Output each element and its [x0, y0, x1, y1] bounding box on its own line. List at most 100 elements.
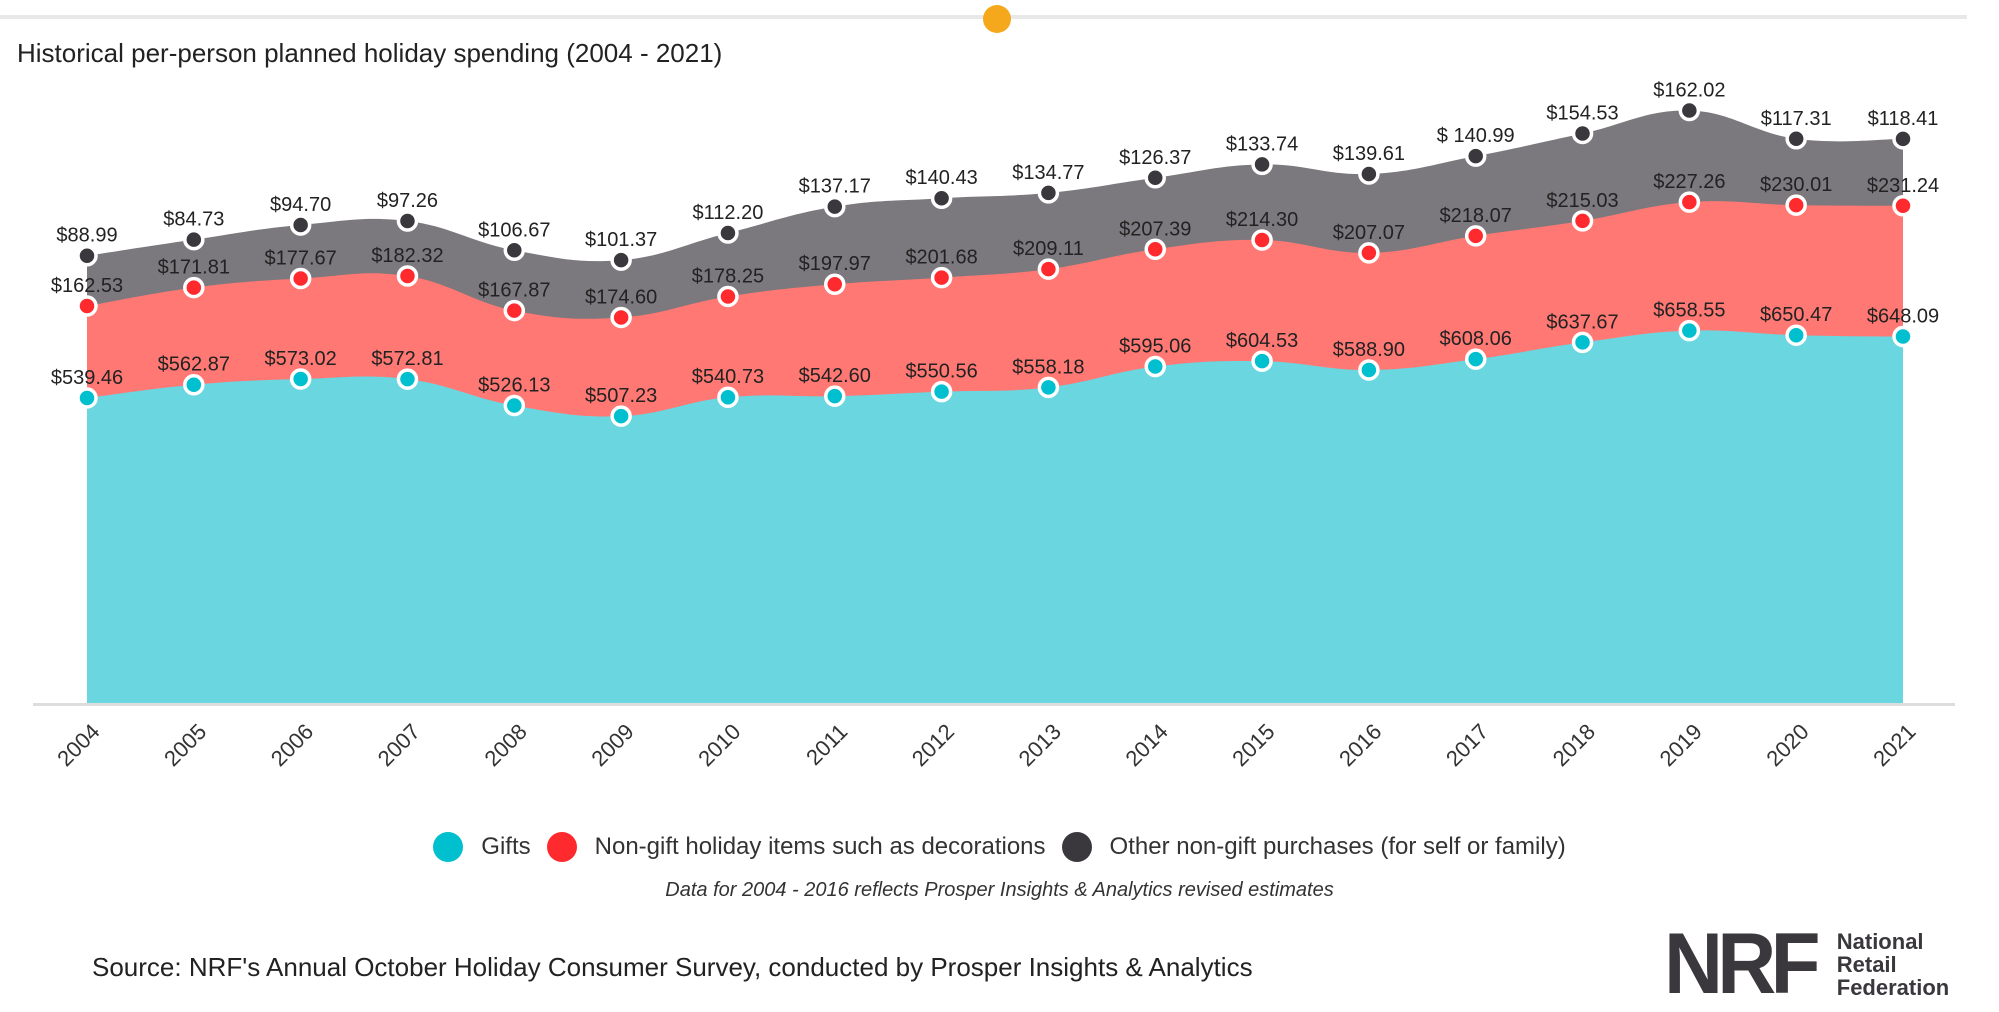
- data-point: [1358, 163, 1380, 185]
- x-tick-label: 2009: [586, 719, 638, 771]
- data-label: $162.53: [51, 275, 123, 297]
- data-point: [824, 273, 846, 295]
- data-label: $84.73: [163, 209, 224, 231]
- x-tick-label: 2005: [159, 719, 211, 771]
- data-label: $230.01: [1760, 174, 1832, 196]
- data-label: $209.11: [1013, 238, 1084, 260]
- data-label: $133.74: [1226, 133, 1298, 155]
- data-point: [1785, 128, 1807, 150]
- data-label: $608.06: [1440, 328, 1512, 350]
- data-point: [1144, 355, 1166, 378]
- data-label: $539.46: [51, 367, 123, 389]
- data-label: $218.07: [1440, 205, 1512, 227]
- legend-item-gifts[interactable]: Gifts: [433, 832, 531, 862]
- data-label: $171.81: [158, 257, 230, 279]
- data-label: $126.37: [1119, 147, 1191, 169]
- slider-handle[interactable]: [983, 5, 1011, 33]
- logo-mark: NRF: [1664, 916, 1821, 1012]
- data-point: [717, 386, 739, 408]
- data-point: [396, 368, 419, 390]
- data-point: [824, 385, 846, 407]
- legend-label: Other non-gift purchases (for self or fa…: [1109, 833, 1566, 860]
- data-point: [930, 187, 953, 209]
- data-point: [1892, 195, 1914, 217]
- data-label: $214.30: [1226, 209, 1298, 231]
- legend-swatch-non-gift: [546, 832, 577, 862]
- x-tick-label: 2007: [373, 719, 425, 771]
- data-label: $134.77: [1012, 162, 1084, 184]
- x-tick-label: 2019: [1655, 719, 1707, 771]
- data-point: [183, 228, 205, 251]
- data-point: [396, 265, 419, 287]
- area-0: [87, 330, 1903, 703]
- data-point: [1678, 191, 1701, 213]
- x-tick-label: 2011: [801, 719, 852, 770]
- data-point: [1678, 99, 1701, 122]
- x-tick-label: 2012: [907, 719, 959, 771]
- data-point: [1464, 145, 1487, 167]
- legend-swatch-other: [1061, 832, 1092, 862]
- data-label: $573.02: [264, 348, 336, 370]
- x-tick-label: 2004: [52, 719, 104, 771]
- data-label: $101.37: [585, 229, 657, 251]
- data-label: $658.55: [1653, 300, 1725, 322]
- data-label: $140.43: [905, 167, 977, 189]
- data-point: [1037, 376, 1060, 399]
- legend-item-other[interactable]: Other non-gift purchases (for self or fa…: [1061, 832, 1566, 862]
- data-point: [1144, 167, 1166, 189]
- data-point: [1037, 182, 1060, 204]
- data-label: $112.20: [693, 202, 764, 224]
- data-point: [183, 276, 205, 299]
- logo-line: National: [1836, 928, 1924, 954]
- stacked-area-chart: $539.46 $562.87 $573.02 $572.81 $526.13 $507.…: [33, 79, 1955, 771]
- data-point: [610, 405, 632, 427]
- chart-title: Historical per-person planned holiday sp…: [17, 38, 723, 68]
- data-point: [289, 368, 312, 390]
- x-tick-label: 2018: [1548, 719, 1600, 771]
- data-label: $154.53: [1546, 102, 1618, 124]
- x-tick-label: 2015: [1227, 719, 1279, 771]
- data-point: [503, 394, 526, 417]
- data-point: [1892, 128, 1914, 150]
- data-label: $117.31: [1761, 108, 1832, 130]
- data-point: [824, 195, 846, 218]
- data-point: [1144, 238, 1166, 261]
- data-point: [1358, 242, 1380, 264]
- data-label: $106.67: [478, 219, 550, 241]
- data-point: [1892, 325, 1914, 348]
- data-point: [289, 267, 312, 290]
- legend-label: Gifts: [481, 833, 531, 860]
- data-point: [76, 244, 98, 267]
- nrf-logo: NRF National Retail Federation: [1664, 916, 1949, 1012]
- data-point: [1251, 229, 1273, 251]
- data-label: $215.03: [1546, 190, 1618, 212]
- data-label: $650.47: [1760, 304, 1832, 326]
- data-point: [1571, 331, 1594, 354]
- data-point: [610, 306, 632, 329]
- data-note: Data for 2004 - 2016 reflects Prosper In…: [665, 879, 1334, 901]
- data-label: $231.24: [1867, 175, 1939, 197]
- data-label: $88.99: [56, 225, 117, 247]
- data-point: [1251, 350, 1273, 372]
- logo-text: National Retail Federation: [1837, 930, 1949, 999]
- data-point: [503, 239, 526, 262]
- data-label: $139.61: [1333, 143, 1405, 165]
- data-label: $197.97: [799, 253, 871, 275]
- data-point: [717, 222, 739, 244]
- logo-line: Retail: [1836, 951, 1897, 977]
- data-point: [1571, 210, 1594, 232]
- data-label: $572.81: [371, 348, 443, 370]
- data-label: $526.13: [478, 374, 550, 396]
- source-text: Source: NRF's Annual October Holiday Con…: [92, 952, 1253, 982]
- data-point: [1678, 319, 1701, 342]
- data-label: $648.09: [1867, 306, 1939, 328]
- data-label: $558.18: [1012, 356, 1084, 378]
- legend-item-non-gift[interactable]: Non-gift holiday items such as decoratio…: [546, 832, 1046, 862]
- data-label: $118.41: [1868, 108, 1939, 130]
- data-point: [1464, 225, 1487, 247]
- data-point: [1037, 258, 1060, 280]
- data-point: [1358, 359, 1380, 381]
- data-point: [1464, 348, 1487, 370]
- data-label: $227.26: [1653, 171, 1725, 193]
- data-label: $588.90: [1333, 339, 1405, 361]
